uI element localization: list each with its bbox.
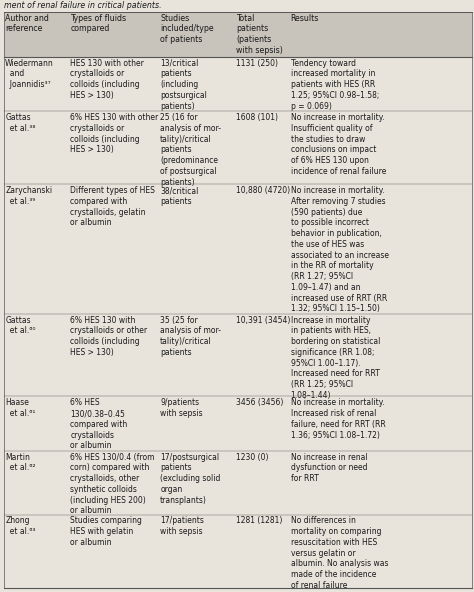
Text: Increase in mortality
in patients with HES,
bordering on statistical
significanc: Increase in mortality in patients with H…	[291, 316, 380, 400]
Text: 1131 (250): 1131 (250)	[236, 59, 278, 67]
Text: Author and
reference: Author and reference	[5, 14, 49, 33]
Text: 10,391 (3454): 10,391 (3454)	[236, 316, 291, 324]
Text: Results: Results	[291, 14, 319, 22]
Text: ment of renal failure in critical patients.: ment of renal failure in critical patien…	[4, 1, 162, 10]
Text: Zarychanski
  et al.³⁹: Zarychanski et al.³⁹	[5, 186, 52, 206]
Bar	[4, 111, 472, 185]
Text: No increase in renal
dysfunction or need
for RRT: No increase in renal dysfunction or need…	[291, 453, 367, 483]
Text: 6% HES 130 with other
crystalloids or
colloids (including
HES > 130): 6% HES 130 with other crystalloids or co…	[70, 113, 158, 155]
Text: 6% HES 130 with
crystalloids or other
colloids (including
HES > 130): 6% HES 130 with crystalloids or other co…	[70, 316, 147, 357]
Bar	[4, 451, 472, 514]
Text: 10,880 (4720): 10,880 (4720)	[236, 186, 290, 195]
Text: 1281 (1281): 1281 (1281)	[236, 516, 283, 526]
Text: No increase in mortality.
After removing 7 studies
(590 patients) due
to possibl: No increase in mortality. After removing…	[291, 186, 389, 314]
Text: Zhong
  et al.⁶³: Zhong et al.⁶³	[5, 516, 36, 536]
Text: Different types of HES
compared with
crystalloids, gelatin
or albumin: Different types of HES compared with cry…	[70, 186, 155, 227]
Text: Martin
  et al.⁶²: Martin et al.⁶²	[5, 453, 36, 472]
Bar	[4, 57, 472, 111]
Text: Wiedermann
  and
  Joannidis³⁷: Wiedermann and Joannidis³⁷	[5, 59, 54, 89]
Text: 35 (25 for
analysis of mor-
tality)/critical
patients: 35 (25 for analysis of mor- tality)/crit…	[160, 316, 221, 357]
Text: Haase
  et al.⁶¹: Haase et al.⁶¹	[5, 398, 36, 418]
Text: Studies
included/type
of patients: Studies included/type of patients	[160, 14, 214, 44]
Text: 1230 (0): 1230 (0)	[236, 453, 269, 462]
Text: 1608 (101): 1608 (101)	[236, 113, 278, 122]
Text: Tendency toward
increased mortality in
patients with HES (RR
1.25; 95%CI 0.98–1.: Tendency toward increased mortality in p…	[291, 59, 379, 111]
Text: 38/critical
patients: 38/critical patients	[160, 186, 199, 206]
Text: 25 (16 for
analysis of mor-
tality)/critical
patients
(predominance
of postsurgi: 25 (16 for analysis of mor- tality)/crit…	[160, 113, 221, 186]
Text: 17/postsurgical
patients
(excluding solid
organ
transplants): 17/postsurgical patients (excluding soli…	[160, 453, 220, 504]
Bar	[4, 12, 472, 57]
Text: 6% HES
130/0.38–0.45
compared with
crystalloids
or albumin: 6% HES 130/0.38–0.45 compared with cryst…	[70, 398, 128, 451]
Text: Studies comparing
HES with gelatin
or albumin: Studies comparing HES with gelatin or al…	[70, 516, 142, 547]
Bar	[4, 397, 472, 451]
Text: HES 130 with other
crystalloids or
colloids (including
HES > 130): HES 130 with other crystalloids or collo…	[70, 59, 144, 100]
Text: 17/patients
with sepsis: 17/patients with sepsis	[160, 516, 204, 536]
Bar	[4, 514, 472, 588]
Text: 13/critical
patients
(including
postsurgical
patients): 13/critical patients (including postsurg…	[160, 59, 207, 111]
Text: 6% HES 130/0.4 (from
corn) compared with
crystalloids, other
synthetic colloids
: 6% HES 130/0.4 (from corn) compared with…	[70, 453, 155, 516]
Text: No differences in
mortality on comparing
resuscitation with HES
versus gelatin o: No differences in mortality on comparing…	[291, 516, 388, 590]
Text: Gattas
  et al.³⁸: Gattas et al.³⁸	[5, 113, 36, 133]
Bar	[4, 314, 472, 397]
Text: No increase in mortality.
Increased risk of renal
failure, need for RRT (RR
1.36: No increase in mortality. Increased risk…	[291, 398, 385, 439]
Text: Types of fluids
compared: Types of fluids compared	[70, 14, 126, 33]
Text: Gattas
  et al.⁶⁰: Gattas et al.⁶⁰	[5, 316, 36, 336]
Bar	[4, 185, 472, 314]
Text: 9/patients
with sepsis: 9/patients with sepsis	[160, 398, 203, 418]
Text: No increase in mortality.
Insufficient quality of
the studies to draw
conclusion: No increase in mortality. Insufficient q…	[291, 113, 386, 176]
Text: 3456 (3456): 3456 (3456)	[236, 398, 283, 407]
Text: Total
patients
(patients
with sepsis): Total patients (patients with sepsis)	[236, 14, 283, 55]
